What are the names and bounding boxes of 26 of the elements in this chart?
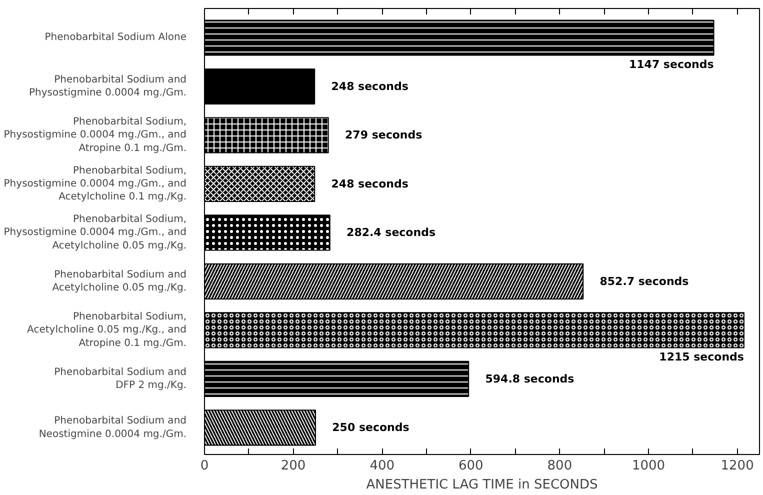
x-tick-label: 1200 — [720, 458, 754, 474]
y-tick-label: Phenobarbital Sodium and Neostigmine 0.0004 mg./Gm. — [38, 416, 186, 440]
data-label: 248 seconds — [331, 80, 409, 93]
x-tick-label: 800 — [547, 458, 572, 474]
y-tick-label: Phenobarbital Sodium and Acetylcholine 0.05 mg./Kg. — [52, 269, 187, 294]
x-tick-label: 200 — [280, 458, 306, 474]
x-axis-title: ANESTHETIC LAG TIME in SECONDS — [366, 478, 598, 492]
x-tick-label: 600 — [458, 458, 484, 474]
data-label: 279 seconds — [345, 128, 423, 142]
data-label: 248 seconds — [331, 177, 409, 190]
data-label: 594.8 seconds — [485, 372, 575, 386]
data-label: 852.7 seconds — [600, 274, 690, 288]
data-label: 1147 seconds — [628, 58, 714, 72]
y-tick-label: Phenobarbital Sodium, Physostigmine 0.0004 mg./Gm., and Atropine 0.1 mg./Gm. — [4, 116, 187, 154]
y-tick-label: Phenobarbital Sodium, Physostigmine 0.0004 mg./Gm., and Acetylcholine 0.05 mg./Kg. — [4, 214, 187, 252]
y-tick-label: Phenobarbital Sodium and DFP 2 mg./Kg. — [54, 366, 187, 392]
data-label: 282.4 seconds — [346, 226, 436, 240]
y-tick-label: Phenobarbital Sodium Alone — [44, 32, 187, 44]
y-tick-label: Phenobarbital Sodium, Physostigmine 0.0004 mg./Gm., and Acetylcholine 0.1 mg./Kg. — [4, 165, 187, 203]
data-label: 1215 seconds — [659, 350, 744, 364]
data-label: 250 seconds — [332, 421, 410, 434]
x-tick-label: 0 — [200, 458, 209, 474]
y-tick-label: Phenobarbital Sodium, Acetylcholine 0.05 mg./Kg., and Atropine 0.1 mg./Gm. — [27, 312, 187, 349]
x-tick-label: 1000 — [632, 458, 666, 474]
x-tick-label: 400 — [370, 458, 395, 474]
y-tick-label: Phenobarbital Sodium and Physostigmine 0.0004 mg./Gm. — [28, 74, 187, 99]
